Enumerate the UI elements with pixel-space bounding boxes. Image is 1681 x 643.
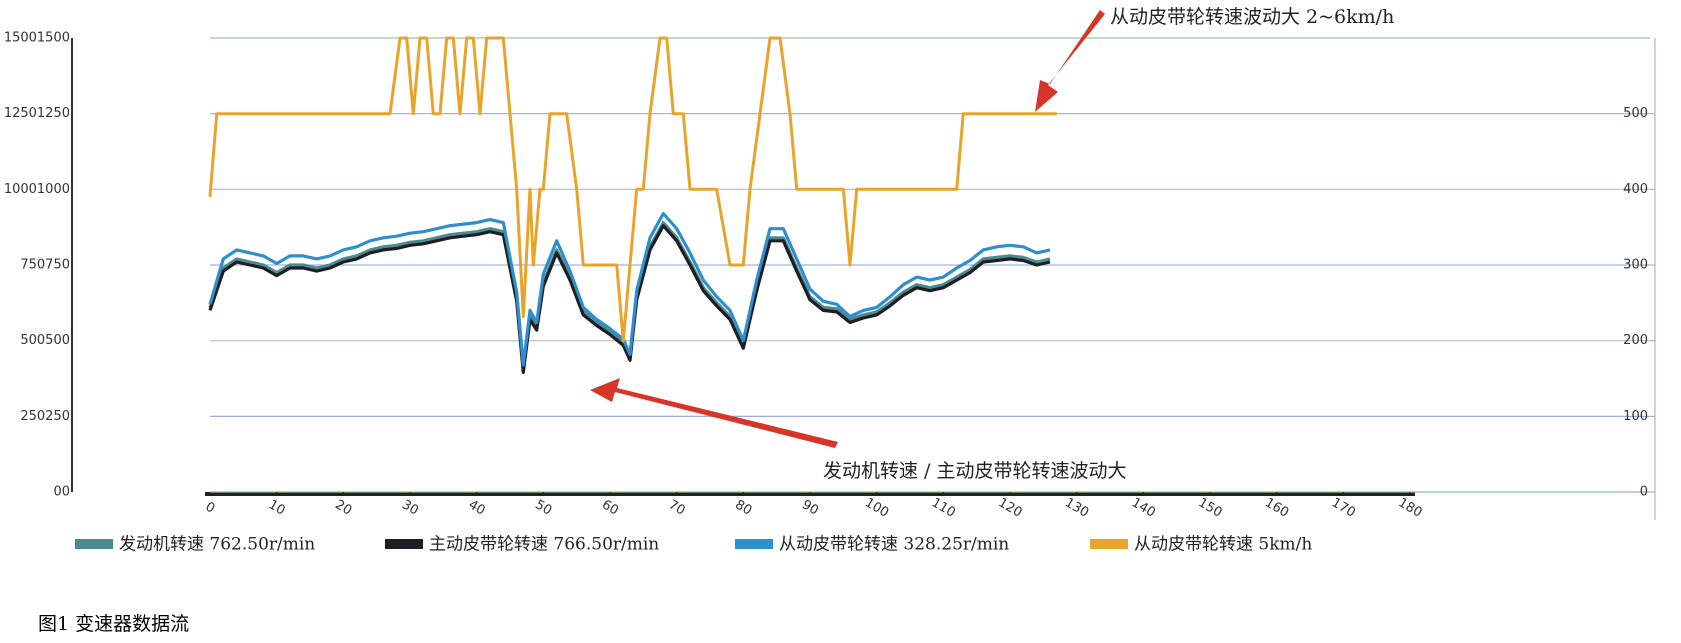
x-tick-label: 130 [1062, 495, 1091, 520]
y2-tick-label: 300 [1623, 258, 1648, 273]
annotation: 从动皮带轮转速波动大 2~6km/h [1110, 6, 1394, 28]
x-tick-label: 110 [929, 495, 958, 520]
y2-tick-label: 0 [1640, 485, 1648, 500]
series-line [208, 36, 1057, 343]
y2-tick-label: 200 [1623, 333, 1648, 348]
y-tick-label: 12501250 [4, 106, 70, 121]
y-tick-label: 15001500 [4, 31, 70, 46]
arrow [590, 378, 838, 448]
x-tick-label: 140 [1129, 495, 1158, 520]
y2-tick-label: 500 [1623, 106, 1648, 121]
y2-tick-label: 400 [1623, 182, 1648, 197]
x-tick-label: 50 [532, 497, 554, 518]
y-tick-label: 500500 [20, 333, 70, 348]
series-line [208, 224, 1051, 374]
x-tick-label: 60 [599, 497, 621, 518]
x-tick-label: 90 [799, 497, 821, 518]
y-tick-label: 250250 [20, 409, 70, 424]
legend-swatch [385, 539, 423, 549]
legend-label: 发动机转速 762.50r/min [119, 535, 315, 555]
x-tick-label: 70 [666, 497, 688, 518]
y-tick-label: 00 [53, 485, 70, 500]
x-tick-label: 30 [399, 497, 421, 518]
y-tick-label: 10001000 [4, 182, 70, 197]
y2-tick-label: 100 [1623, 409, 1648, 424]
plot [208, 36, 1650, 493]
x-tick-label: 40 [466, 497, 488, 518]
x-tick-label: 160 [1262, 495, 1291, 520]
caption: 图1 变速器数据流 [38, 613, 189, 635]
legend-swatch [1090, 539, 1128, 549]
x-tick-label: 10 [266, 497, 288, 518]
legend-label: 从动皮带轮转速 5km/h [1134, 535, 1312, 555]
x-tick-label: 80 [732, 497, 754, 518]
x-tick-label: 100 [862, 495, 891, 520]
x-tick-label: 170 [1329, 495, 1358, 520]
x-tick-label: 180 [1395, 495, 1424, 520]
x-tick-label: 150 [1195, 495, 1224, 520]
x-tick-label: 120 [995, 495, 1024, 520]
x-tick-label: 20 [332, 497, 354, 518]
arrow [1035, 10, 1105, 112]
legend-swatch [75, 539, 113, 549]
legend-label: 主动皮带轮转速 766.50r/min [429, 535, 659, 555]
legend-label: 从动皮带轮转速 328.25r/min [779, 535, 1009, 555]
x-tick-label: 0 [203, 499, 218, 516]
y-tick-label: 750750 [20, 258, 70, 273]
annotation: 发动机转速 / 主动皮带轮转速波动大 [823, 460, 1126, 482]
legend-swatch [735, 539, 773, 549]
